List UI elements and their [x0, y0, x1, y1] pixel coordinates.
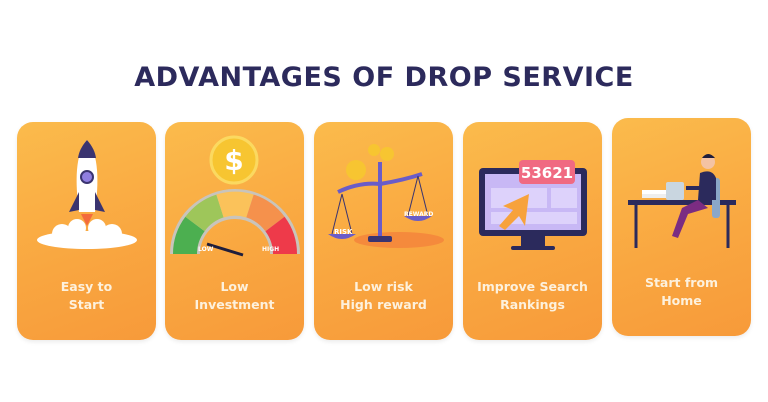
- card-label-line1: Low: [220, 279, 249, 294]
- gauge-coin-icon: $ LOW HIGH: [170, 135, 300, 257]
- rocket-icon: [37, 140, 137, 249]
- gauge-high-label: HIGH: [262, 246, 279, 253]
- card-label-line1: Low risk: [354, 279, 413, 294]
- card-label-line2: Rankings: [500, 297, 565, 312]
- scale-icon: RISK REWARD: [328, 144, 444, 248]
- page-title: ADVANTAGES OF DROP SERVICE: [134, 62, 634, 93]
- card-start-from-home: Start from Home: [612, 118, 751, 336]
- card-label-line2: Home: [661, 293, 702, 308]
- person-at-desk-icon: [628, 154, 736, 248]
- card-label-line1: Easy to: [60, 279, 113, 294]
- svg-text:$: $: [224, 144, 243, 177]
- card-low-risk-high-reward: RISK REWARD Low risk High reward: [314, 122, 453, 340]
- card-label-line2: High reward: [340, 297, 427, 312]
- gauge-low-label: LOW: [198, 246, 214, 253]
- card-label-line1: Start from: [644, 275, 719, 290]
- risk-label: RISK: [334, 228, 353, 236]
- card-label-line1: Improve Search: [477, 279, 588, 294]
- card-low-investment: $ LOW HIGH Low Investment: [165, 122, 304, 340]
- reward-label: REWARD: [404, 211, 433, 218]
- card-improve-search-rankings: 53621 Improve Search Rankings: [463, 122, 602, 340]
- card-label-line2: Investment: [194, 297, 275, 312]
- card-easy-to-start: Easy to Start: [17, 122, 156, 340]
- rank-counter: 53621: [521, 164, 573, 182]
- monitor-icon: 53621: [479, 160, 587, 250]
- card-label-line2: Start: [68, 297, 105, 312]
